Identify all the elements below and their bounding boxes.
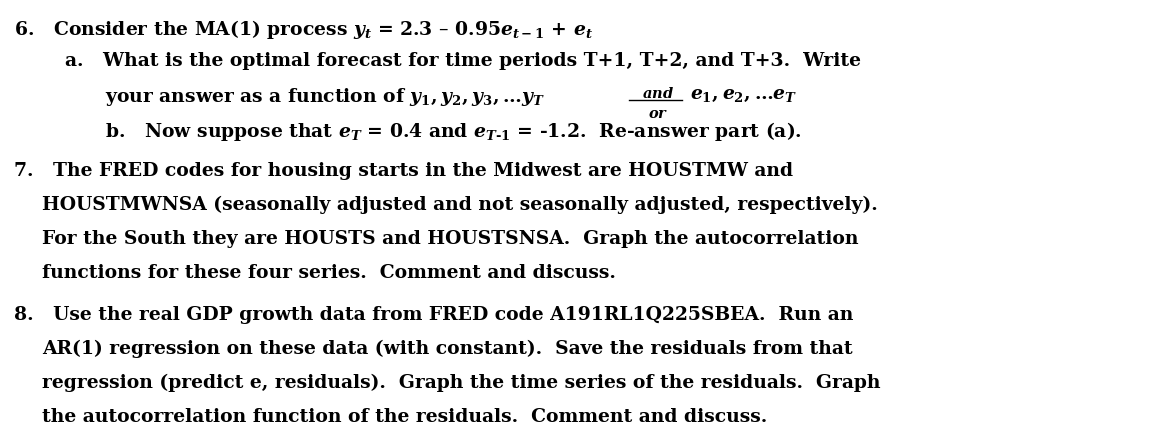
Text: 7.   The FRED codes for housing starts in the Midwest are HOUSTMW and: 7. The FRED codes for housing starts in …	[14, 162, 793, 180]
Text: $\mathit{and}$: $\mathit{and}$	[642, 86, 675, 101]
Text: 6.   Consider the MA(1) process $y_t$ = 2.3 – 0.95$e_{t-1}$ + $e_t$: 6. Consider the MA(1) process $y_t$ = 2.…	[14, 18, 593, 41]
Text: functions for these four series.  Comment and discuss.: functions for these four series. Comment…	[42, 264, 615, 282]
Text: AR(1) regression on these data (with constant).  Save the residuals from that: AR(1) regression on these data (with con…	[42, 340, 853, 358]
Text: For the South they are HOUSTS and HOUSTSNSA.  Graph the autocorrelation: For the South they are HOUSTS and HOUSTS…	[42, 230, 859, 248]
Text: 8.   Use the real GDP growth data from FRED code A191RL1Q225SBEA.  Run an: 8. Use the real GDP growth data from FRE…	[14, 306, 853, 324]
Text: a.   What is the optimal forecast for time periods T+1, T+2, and T+3.  Write: a. What is the optimal forecast for time…	[65, 52, 861, 70]
Text: b.   Now suppose that $e_T$ = 0.4 and $e_{T\text{-}1}$ = -1.2.  Re-answer part (: b. Now suppose that $e_T$ = 0.4 and $e_{…	[105, 120, 802, 143]
Text: HOUSTMWNSA (seasonally adjusted and not seasonally adjusted, respectively).: HOUSTMWNSA (seasonally adjusted and not …	[42, 196, 877, 214]
Text: $\mathit{or}$: $\mathit{or}$	[648, 107, 669, 121]
Text: your answer as a function of $y_1, y_2, y_3, \ldots y_T$: your answer as a function of $y_1, y_2, …	[105, 86, 545, 108]
Text: the autocorrelation function of the residuals.  Comment and discuss.: the autocorrelation function of the resi…	[42, 408, 767, 426]
Text: $e_1, e_2, \ldots e_T$: $e_1, e_2, \ldots e_T$	[690, 86, 797, 104]
Text: regression (predict e, residuals).  Graph the time series of the residuals.  Gra: regression (predict e, residuals). Graph…	[42, 374, 881, 392]
